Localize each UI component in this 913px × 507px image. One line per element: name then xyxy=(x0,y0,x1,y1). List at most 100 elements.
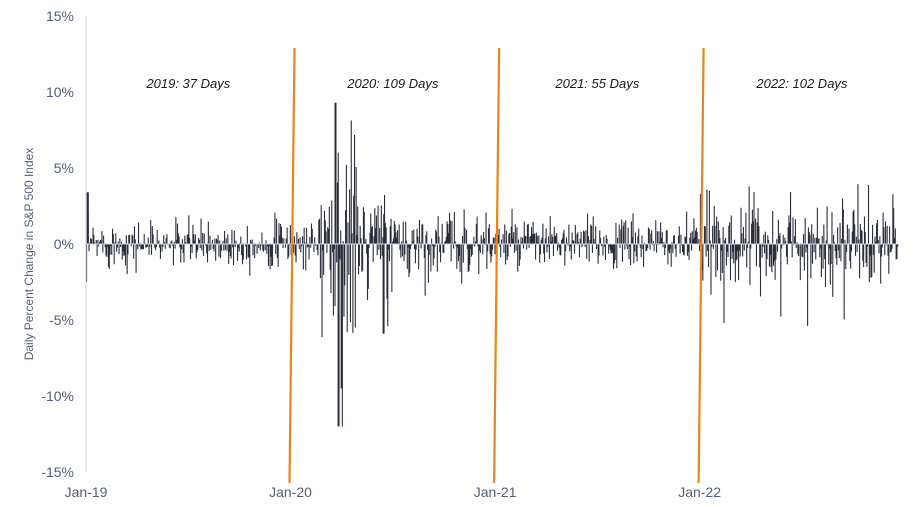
daily-bar xyxy=(680,234,682,244)
daily-bar xyxy=(451,220,453,244)
daily-bar xyxy=(511,208,513,244)
daily-bar xyxy=(815,237,818,244)
daily-bar xyxy=(431,244,434,246)
daily-bar xyxy=(218,244,220,257)
daily-bar xyxy=(582,230,585,244)
daily-bar xyxy=(621,219,623,244)
daily-bar xyxy=(169,244,171,249)
daily-bar xyxy=(470,244,472,257)
daily-bar xyxy=(306,227,308,244)
daily-bar xyxy=(556,232,558,244)
daily-bar xyxy=(778,236,780,244)
daily-bar xyxy=(479,244,481,251)
daily-bar xyxy=(327,227,329,244)
daily-bar xyxy=(509,244,511,247)
daily-bar xyxy=(830,244,832,265)
daily-bar xyxy=(411,230,413,244)
daily-bar xyxy=(421,224,423,244)
daily-bar xyxy=(632,213,634,244)
daily-bar xyxy=(794,236,796,244)
daily-bar xyxy=(782,234,784,244)
daily-bar xyxy=(542,223,544,244)
daily-bar xyxy=(141,244,143,249)
daily-bar xyxy=(287,244,289,260)
daily-bar xyxy=(412,241,414,244)
y-tick-label: -15% xyxy=(41,464,74,480)
daily-bar xyxy=(172,244,174,266)
daily-bar xyxy=(695,230,697,244)
daily-bar xyxy=(646,244,648,251)
daily-bar xyxy=(120,241,123,244)
daily-bar xyxy=(216,240,218,244)
daily-bar xyxy=(405,221,407,244)
daily-bar xyxy=(409,244,412,249)
daily-bar xyxy=(90,239,92,244)
daily-bar xyxy=(502,234,504,244)
daily-bar xyxy=(798,244,800,257)
daily-bar xyxy=(613,244,615,264)
daily-bar xyxy=(553,226,555,244)
daily-bar xyxy=(388,244,390,250)
daily-bar xyxy=(675,244,677,257)
daily-bar xyxy=(196,244,198,253)
daily-bar xyxy=(301,244,303,246)
daily-bar xyxy=(788,215,790,244)
daily-bar xyxy=(461,244,463,284)
daily-bar xyxy=(845,244,847,270)
daily-bar xyxy=(626,244,628,249)
daily-bar xyxy=(682,244,684,255)
daily-bar xyxy=(579,238,581,244)
daily-bar xyxy=(209,235,211,244)
daily-bar xyxy=(816,207,818,244)
daily-bar xyxy=(453,244,455,249)
daily-bar xyxy=(799,244,801,281)
daily-bar xyxy=(466,244,468,249)
daily-bar xyxy=(187,234,189,244)
daily-bar xyxy=(815,244,817,260)
daily-bar xyxy=(279,235,281,244)
daily-bar xyxy=(146,244,148,247)
daily-bar xyxy=(116,244,118,252)
daily-bar xyxy=(311,228,313,244)
daily-bar xyxy=(280,226,282,244)
daily-bar xyxy=(862,244,864,261)
daily-bar xyxy=(163,242,166,244)
daily-bar xyxy=(355,166,357,244)
daily-bar xyxy=(227,234,229,244)
daily-bar xyxy=(585,230,587,244)
daily-bar xyxy=(285,238,287,244)
daily-bar xyxy=(403,244,405,262)
notable-bar xyxy=(86,192,89,244)
daily-bar xyxy=(810,244,812,279)
daily-bar xyxy=(749,244,751,286)
daily-bar xyxy=(707,244,709,251)
daily-bar xyxy=(808,232,810,244)
daily-bar xyxy=(346,244,348,333)
daily-bar xyxy=(483,232,485,244)
daily-bar xyxy=(803,234,805,244)
daily-bar xyxy=(168,244,170,248)
daily-bar xyxy=(202,233,204,244)
daily-bar xyxy=(704,226,706,244)
daily-bar xyxy=(874,236,876,244)
daily-bar xyxy=(112,233,114,244)
y-tick-label: 10% xyxy=(46,84,74,100)
daily-bar xyxy=(467,244,469,273)
daily-bar xyxy=(373,236,375,244)
daily-bar xyxy=(694,237,696,244)
daily-bar xyxy=(805,244,807,253)
daily-bar xyxy=(344,244,346,286)
daily-bar xyxy=(242,244,244,260)
daily-bar xyxy=(721,244,723,273)
daily-bar xyxy=(275,244,277,254)
daily-bar xyxy=(601,244,603,246)
daily-bar xyxy=(215,238,218,244)
daily-bar xyxy=(101,231,103,244)
daily-bar xyxy=(404,244,406,255)
daily-bar xyxy=(652,241,654,244)
daily-bar xyxy=(820,244,822,277)
daily-bar xyxy=(260,244,262,246)
daily-bar xyxy=(790,241,792,244)
daily-bar xyxy=(682,244,684,252)
daily-bar xyxy=(683,244,685,256)
